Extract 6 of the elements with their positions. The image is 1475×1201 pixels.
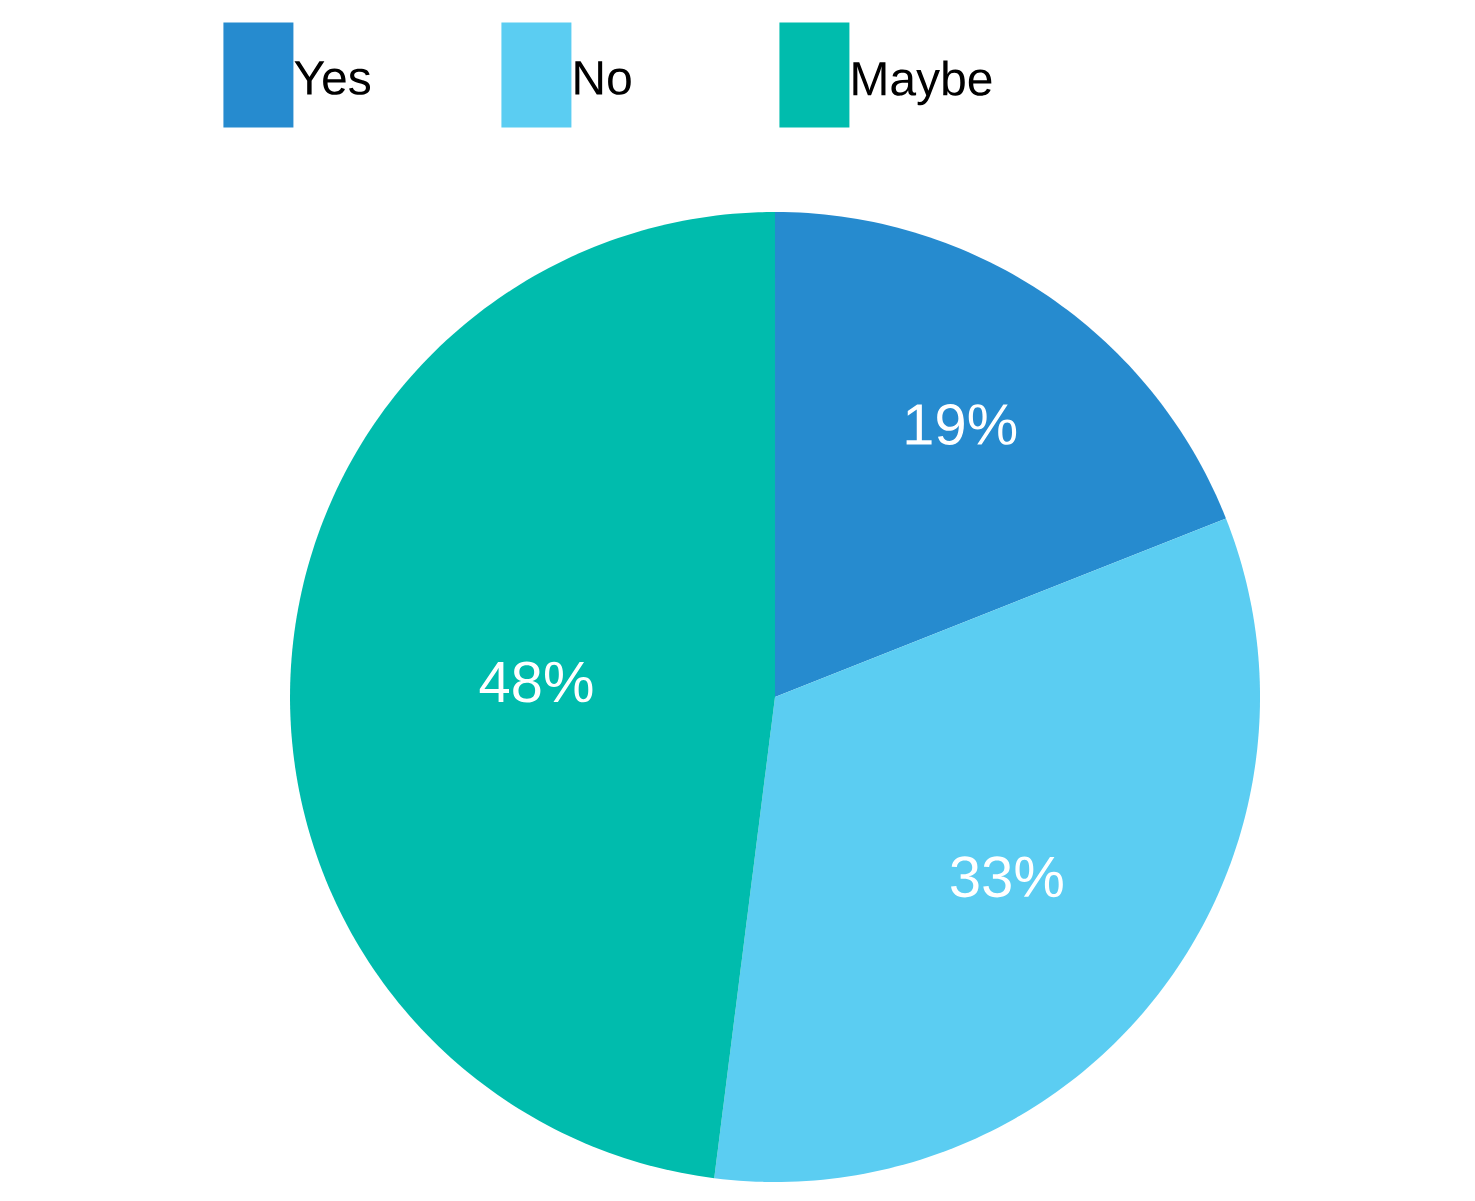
legend-label: No xyxy=(575,61,631,95)
data-label: 48% xyxy=(479,661,593,703)
legend-label: Maybe xyxy=(853,60,992,106)
legend-label: Yes xyxy=(294,61,371,95)
data-label: 19% xyxy=(906,403,1017,446)
data-label: 33% xyxy=(951,856,1063,898)
